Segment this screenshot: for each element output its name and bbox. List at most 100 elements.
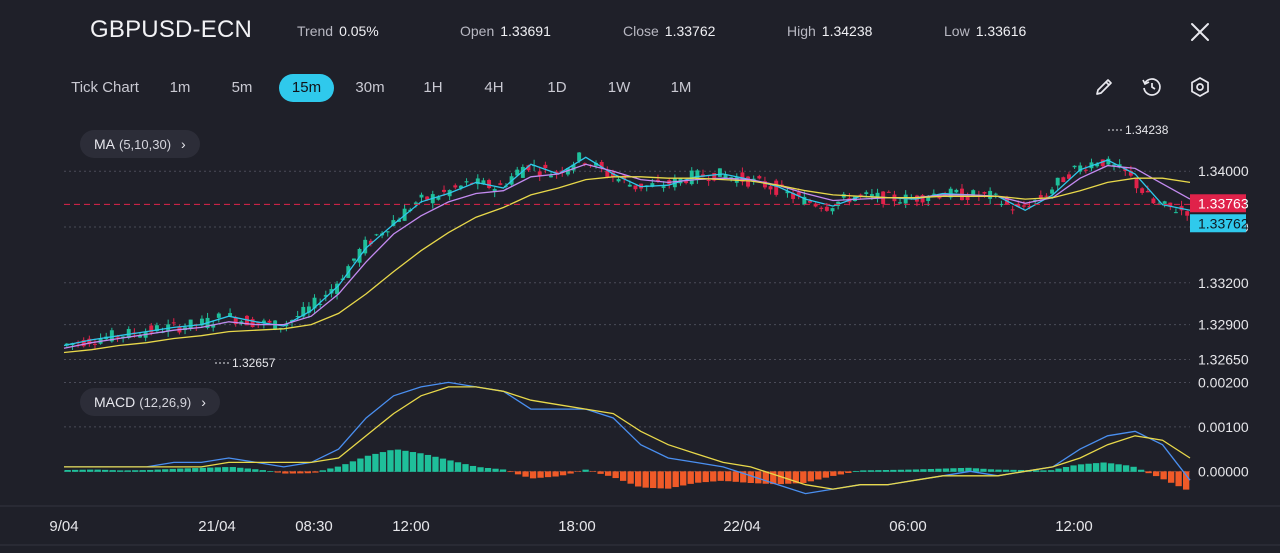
- macd-histogram-bar: [342, 464, 349, 472]
- macd-histogram-bar: [1070, 465, 1077, 472]
- tab-tick-chart[interactable]: Tick Chart: [71, 79, 139, 96]
- candle-body: [808, 200, 812, 203]
- candle-body: [954, 189, 959, 193]
- macd-histogram-bar: [1175, 471, 1182, 487]
- candle-body: [791, 193, 796, 199]
- tab-1m[interactable]: 1m: [169, 79, 191, 96]
- candle-body: [1112, 164, 1116, 166]
- candle-body: [301, 306, 306, 317]
- macd-histogram-bar: [1055, 468, 1062, 472]
- candle-body: [937, 196, 942, 199]
- candle-body: [864, 192, 869, 195]
- macd-histogram-bar: [950, 468, 957, 472]
- ask-price-text: 1.33763: [1198, 195, 1249, 211]
- candle-body: [1016, 204, 1021, 207]
- stat-close: Close 1.33762: [623, 23, 716, 39]
- macd-histogram-bar: [64, 470, 71, 472]
- macd-histogram-bar: [912, 469, 920, 472]
- settings-hexagon-icon[interactable]: [1188, 75, 1212, 99]
- macd-histogram-bar: [987, 469, 995, 472]
- macd-histogram-bar: [177, 468, 184, 472]
- macd-histogram-bar: [1182, 471, 1190, 490]
- macd-histogram-bar: [1092, 463, 1100, 472]
- macd-histogram-bar: [1017, 469, 1025, 472]
- close-icon[interactable]: [1188, 20, 1212, 44]
- macd-histogram-bar: [484, 467, 492, 472]
- candle-body: [374, 234, 379, 236]
- candle-body: [228, 313, 233, 316]
- x-tick-label: 06:00: [889, 518, 927, 535]
- tab-4h[interactable]: 4H: [484, 79, 504, 96]
- candle-body: [1055, 177, 1060, 186]
- macd-histogram-bar: [1107, 463, 1115, 472]
- tab-1w[interactable]: 1W: [607, 79, 631, 96]
- macd-indicator-pill[interactable]: MACD (12,26,9) ›: [80, 388, 220, 416]
- candle-body: [498, 183, 503, 185]
- macd-histogram-bar: [762, 471, 769, 484]
- x-tick-label: 21/04: [198, 518, 236, 535]
- macd-histogram-bar: [619, 471, 627, 481]
- candle-body: [436, 197, 441, 200]
- macd-histogram-bar: [1062, 466, 1070, 472]
- candle-body: [982, 192, 987, 194]
- macd-histogram-bar: [920, 469, 927, 472]
- top-bar: GBPUSD-ECN Trend 0.05% Open 1.33691 Close 1…: [0, 0, 1280, 62]
- tab-15m[interactable]: 15m: [279, 74, 334, 102]
- macd-histogram-bar: [650, 471, 657, 489]
- macd-histogram-bar: [117, 470, 124, 472]
- macd-histogram-bar: [657, 471, 664, 489]
- ma-indicator-pill[interactable]: MA (5,10,30) ›: [80, 130, 200, 158]
- macd-histogram-bar: [147, 469, 154, 472]
- macd-histogram-bar: [319, 470, 327, 472]
- candle-body: [762, 181, 767, 188]
- macd-histogram-bar: [192, 468, 199, 472]
- candle-body: [1095, 164, 1100, 167]
- y-tick-label: 1.33200: [1198, 275, 1249, 291]
- macd-histogram-bar: [522, 471, 529, 477]
- candle-body: [706, 180, 711, 182]
- macd-histogram-bar: [102, 469, 109, 472]
- macd-histogram-bar: [567, 471, 574, 474]
- macd-histogram-bar: [589, 471, 597, 472]
- macd-histogram-bar: [1040, 470, 1047, 472]
- candle-body: [988, 190, 993, 199]
- macd-line: [64, 381, 1191, 495]
- candle-body: [425, 196, 430, 200]
- macd-histogram-bar: [702, 471, 709, 483]
- high-annotation: 1.34238: [1125, 123, 1169, 137]
- macd-histogram-bar: [725, 471, 732, 482]
- chevron-right-icon: ›: [201, 394, 206, 410]
- tab-5m[interactable]: 5m: [231, 79, 253, 96]
- macd-histogram-bar: [492, 468, 499, 472]
- candle-body: [672, 177, 677, 188]
- clock-rewind-icon[interactable]: [1140, 75, 1164, 99]
- tab-1mo[interactable]: 1M: [670, 79, 692, 96]
- macd-histogram-bar: [740, 471, 747, 483]
- candle-body: [199, 318, 204, 326]
- macd-histogram-bar: [845, 471, 852, 473]
- chevron-right-icon: ›: [181, 136, 186, 152]
- macd-histogram-bar: [957, 468, 965, 472]
- macd-histogram-bar: [282, 471, 289, 474]
- macd-histogram-bar: [244, 468, 251, 472]
- macd-histogram-bar: [867, 470, 875, 472]
- macd-histogram-bar: [687, 471, 694, 484]
- tab-1h[interactable]: 1H: [423, 79, 443, 96]
- tab-30m[interactable]: 30m: [355, 79, 385, 96]
- y-tick-label: 0.00200: [1198, 374, 1249, 390]
- candle-body: [385, 231, 390, 233]
- macd-histogram-bar: [995, 469, 1002, 472]
- macd-histogram-bar: [139, 470, 146, 472]
- candles-group: [64, 151, 1190, 351]
- stat-trend: Trend 0.05%: [297, 23, 379, 39]
- candle-body: [886, 191, 891, 193]
- macd-histogram-bar: [372, 453, 379, 472]
- macd-histogram-bar: [154, 469, 161, 472]
- tab-1d[interactable]: 1D: [547, 79, 567, 96]
- macd-histogram-bar: [304, 471, 312, 474]
- pencil-icon[interactable]: [1092, 75, 1116, 99]
- candle-body: [267, 320, 272, 323]
- macd-histogram-bar: [1085, 463, 1092, 472]
- macd-histogram-bar: [1167, 471, 1175, 483]
